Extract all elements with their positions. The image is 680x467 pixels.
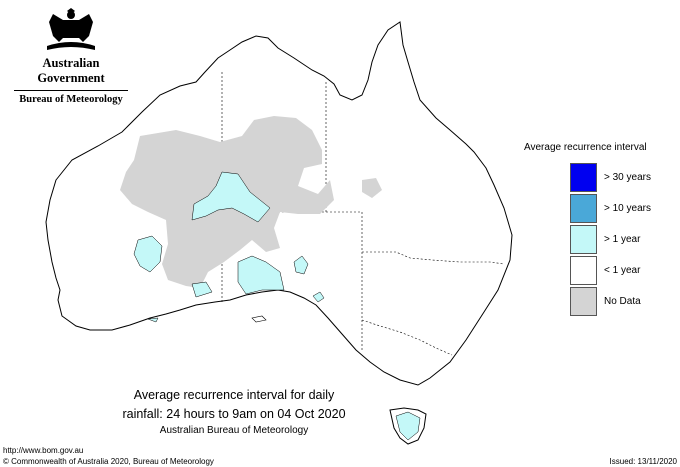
legend-swatch (570, 256, 597, 285)
coat-of-arms-icon (47, 8, 95, 50)
gt-1-year-regions (133, 171, 325, 323)
legend-label: < 1 year (604, 265, 641, 276)
legend-title: Average recurrence interval (524, 142, 647, 153)
issued-date: Issued: 13/11/2020 (609, 457, 677, 466)
legend-swatch (570, 225, 597, 254)
kangaroo-island (251, 315, 267, 323)
tasmania-gt-1-year (395, 411, 421, 441)
map-caption: Average recurrence interval for daily ra… (100, 386, 368, 437)
legend-label: > 10 years (604, 203, 651, 214)
legend-label: > 1 year (604, 234, 641, 245)
legend-swatch (570, 194, 597, 223)
legend-label: > 30 years (604, 172, 651, 183)
bureau-name: Bureau of Meteorology (19, 94, 123, 105)
legend-swatch (570, 287, 597, 316)
legend-label: No Data (604, 296, 641, 307)
header-divider (14, 90, 128, 91)
caption-line-2: rainfall: 24 hours to 9am on 04 Oct 2020 (122, 407, 346, 421)
caption-line-1: Average recurrence interval for daily (133, 388, 335, 402)
government-header: Australian Government Bureau of Meteorol… (8, 8, 134, 105)
copyright-notice: © Commonwealth of Australia 2020, Bureau… (3, 457, 214, 466)
government-name: Australian Government (37, 56, 105, 85)
legend-swatch (570, 163, 597, 192)
website-url[interactable]: http://www.bom.gov.au (3, 446, 84, 455)
caption-line-3: Australian Bureau of Meteorology (159, 425, 309, 436)
